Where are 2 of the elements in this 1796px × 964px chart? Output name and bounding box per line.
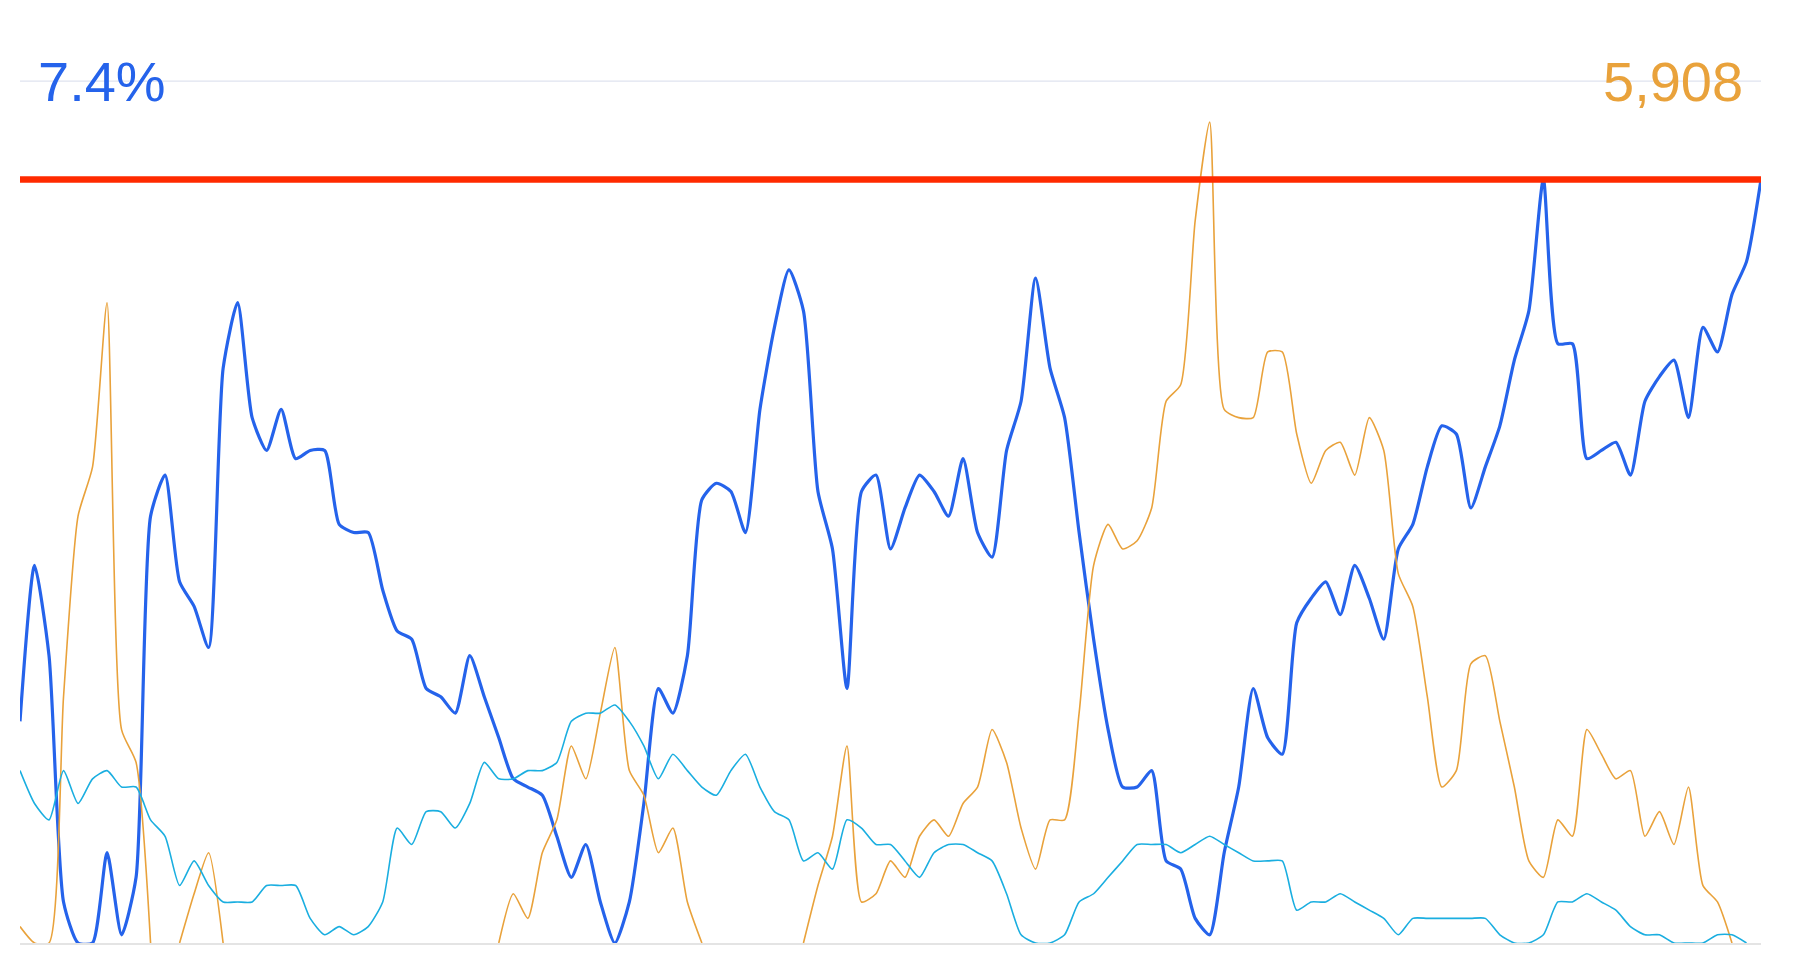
text: 5,908 [1603, 50, 1744, 113]
text: 7.4% [38, 50, 166, 113]
